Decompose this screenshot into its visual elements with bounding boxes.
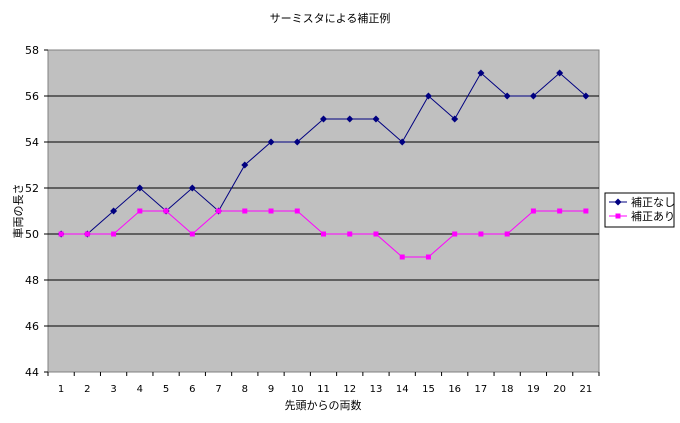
legend-label: 補正なし <box>631 196 675 209</box>
x-tick-label: 5 <box>163 384 169 395</box>
x-axis-label: 先頭からの両数 <box>285 399 362 412</box>
data-point <box>477 69 485 77</box>
data-point <box>293 138 301 146</box>
y-axis-tick-labels: 44 46 48 50 52 54 56 58 <box>25 44 39 379</box>
legend-marker <box>614 198 622 206</box>
data-point <box>321 231 326 237</box>
data-point <box>582 92 590 100</box>
data-point <box>583 208 589 214</box>
data-point <box>399 254 405 260</box>
x-tick-label: 10 <box>291 384 304 395</box>
x-tick-label: 9 <box>268 384 274 395</box>
x-tick-label: 13 <box>370 384 383 395</box>
data-point <box>503 92 511 100</box>
y-tick-label: 48 <box>25 274 39 287</box>
data-point <box>188 184 196 192</box>
y-tick-label: 44 <box>25 366 39 379</box>
data-point <box>347 231 353 237</box>
x-tick-label: 19 <box>527 384 540 395</box>
x-axis-tick-labels: 1 2 3 4 5 6 7 8 9 10 11 12 13 14 15 16 17 18 19 20 21 <box>58 384 592 395</box>
y-tick-label: 52 <box>25 182 39 195</box>
data-point <box>137 208 143 214</box>
data-point <box>398 138 406 146</box>
y-tick-label: 56 <box>25 90 39 103</box>
x-tick-label: 20 <box>553 384 566 395</box>
data-point <box>557 208 563 214</box>
data-point <box>556 69 564 77</box>
x-tick-label: 18 <box>501 384 514 395</box>
y-axis-label: 車両の長さ <box>11 184 25 239</box>
data-point <box>478 231 484 237</box>
x-tick-label: 12 <box>343 384 356 395</box>
x-tick-label: 6 <box>189 384 195 395</box>
series-2 <box>58 208 589 260</box>
data-point <box>111 231 117 237</box>
x-tick-label: 2 <box>84 384 90 395</box>
data-point <box>294 208 300 214</box>
chart-title: サーミスタによる補正例 <box>270 11 391 25</box>
x-tick-label: 14 <box>396 384 409 395</box>
data-point <box>136 184 144 192</box>
data-point <box>504 231 510 237</box>
data-point <box>529 92 537 100</box>
data-point <box>216 208 222 214</box>
plot-area <box>47 49 600 373</box>
series-layer <box>57 69 590 260</box>
y-tick-label: 54 <box>25 136 39 149</box>
legend-marker <box>615 213 621 219</box>
data-point <box>268 208 274 214</box>
data-point <box>241 161 249 169</box>
x-tick-label: 16 <box>448 384 461 395</box>
x-tick-label: 21 <box>580 384 593 395</box>
legend-label: 補正あり <box>631 210 675 223</box>
x-tick-label: 7 <box>215 384 221 395</box>
x-tick-label: 8 <box>242 384 248 395</box>
legend-item: 補正なし <box>609 196 675 209</box>
x-tick-label: 4 <box>137 384 143 395</box>
legend-box <box>604 192 675 228</box>
x-tick-label: 17 <box>475 384 488 395</box>
x-tick-label: 11 <box>317 384 330 395</box>
data-point <box>530 208 536 214</box>
x-tick-label: 1 <box>58 384 64 395</box>
x-tick-label: 15 <box>422 384 435 395</box>
data-point <box>372 115 380 123</box>
data-point <box>424 92 432 100</box>
data-point <box>346 115 354 123</box>
x-tick-label: 3 <box>110 384 116 395</box>
data-point <box>189 231 195 237</box>
y-tick-label: 50 <box>25 228 39 241</box>
data-point <box>110 207 118 215</box>
data-point <box>452 231 458 237</box>
data-point <box>373 231 379 237</box>
data-point <box>267 138 275 146</box>
y-tick-label: 46 <box>25 320 39 333</box>
data-point <box>242 208 248 214</box>
data-point <box>163 208 169 214</box>
data-point <box>320 115 327 123</box>
data-point <box>451 115 459 123</box>
data-point <box>84 231 90 237</box>
data-point <box>425 254 431 260</box>
data-point <box>58 231 64 237</box>
legend-item: 補正あり <box>609 210 675 223</box>
y-tick-label: 58 <box>25 44 39 57</box>
